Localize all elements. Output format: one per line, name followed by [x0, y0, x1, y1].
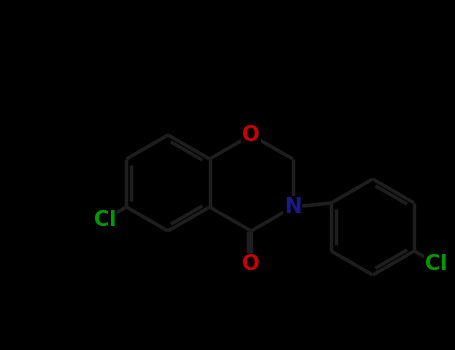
Text: O: O: [243, 254, 260, 274]
Text: O: O: [243, 125, 260, 145]
Text: Cl: Cl: [425, 253, 447, 273]
Text: N: N: [284, 197, 301, 217]
Text: Cl: Cl: [94, 210, 116, 230]
